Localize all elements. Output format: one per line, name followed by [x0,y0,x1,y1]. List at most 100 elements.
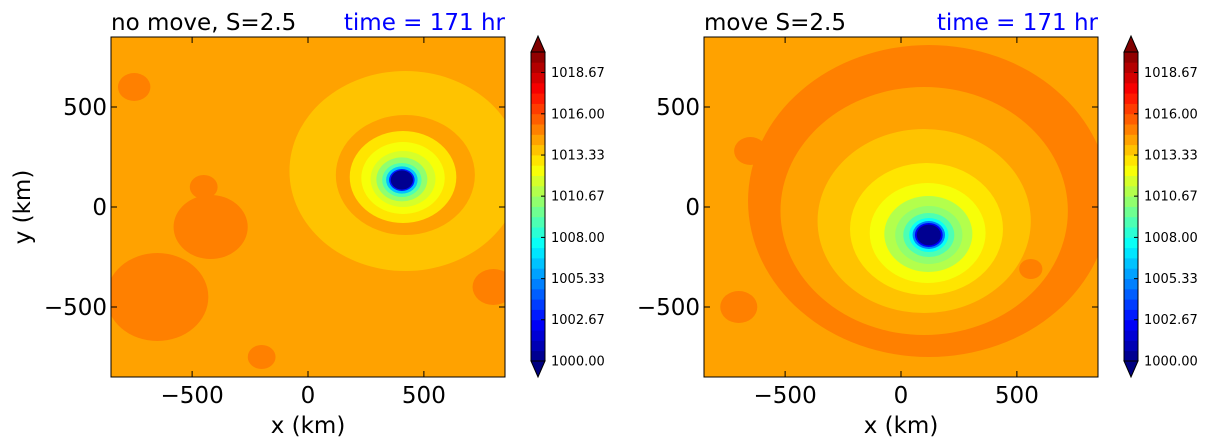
contour-blob [472,269,505,305]
colorbar-level [531,62,545,73]
colorbar-level [1124,288,1138,300]
colorbar-tick-label: 1018.67 [1144,66,1198,81]
colorbar-level [531,247,545,259]
x-tick-label: 500 [402,383,446,409]
x-tick-label: 0 [301,383,316,409]
colorbar-tick-label: 1002.67 [551,313,605,328]
colorbar-level [1124,330,1138,341]
colorbar-level [1124,103,1138,115]
colorbar-level [531,93,545,104]
colorbar-level [1124,340,1138,352]
colorbar-level [531,113,545,125]
contour-blob [720,291,758,323]
colorbar-level [1124,206,1138,218]
colorbar-tick-label: 1008.00 [1144,231,1198,246]
x-axis-label: x (km) [271,413,346,439]
contour-blob [734,137,767,165]
colorbar-frame [530,51,546,362]
colorbar-tick-label: 1010.67 [551,190,605,205]
x-tick-label: −500 [161,383,224,409]
colorbar-tick-label: 1000.00 [1144,355,1198,370]
x-axis-label: x (km) [864,413,939,439]
colorbar-level [531,155,545,166]
colorbar-level [1124,227,1138,238]
colorbar-level [531,165,545,176]
colorbar-level [531,288,545,300]
colorbar-level [1124,52,1138,63]
contour-blob [1019,259,1043,279]
contour-ring [916,224,941,246]
colorbar-tick-label: 1005.33 [551,272,605,287]
colorbar-tick-label: 1000.00 [551,355,605,370]
colorbar-level [1124,216,1138,228]
colorbar-extend-min [530,360,546,379]
colorbar-level [531,350,545,362]
colorbar-level [531,216,545,228]
panel-no-move: no move, S=2.5 time = 171 hr x (km) y (k… [10,10,506,439]
y-tick-label: −500 [637,295,700,321]
colorbar-level [531,185,545,197]
colorbar-level [1124,309,1138,321]
colorbar-level [1124,319,1138,331]
colorbar-level [1124,247,1138,259]
colorbar-level [531,278,545,290]
colorbar-level [531,237,545,249]
colorbar-level [531,52,545,63]
colorbar-level [531,103,545,115]
colorbar-level [1124,72,1138,84]
colorbar-level [1124,185,1138,197]
colorbar-level [531,72,545,84]
colorbar-left: 1000.00 1002.67 1005.33 1008.00 1010.67 1013.… [530,34,605,379]
contour-blob [117,73,151,101]
colorbar-level [531,144,545,156]
colorbar-level [1124,134,1138,146]
y-tick-label: 0 [92,195,107,221]
y-tick-label: 500 [63,95,107,121]
contour-field [704,37,1098,377]
contour-field [111,37,505,377]
colorbar-level [531,134,545,146]
colorbar-level [1124,144,1138,156]
colorbar-level [1124,268,1138,279]
colorbar-level [1124,237,1138,249]
x-tick-label: 500 [995,383,1039,409]
colorbar-level [531,268,545,279]
colorbar-level [1124,62,1138,73]
colorbar-level [1124,113,1138,125]
axis-ticks: −500 0 500 −500 0 500 [637,37,1098,409]
colorbar-extend-max [1123,34,1139,53]
colorbar-frame [1123,51,1139,362]
colorbar-level [1124,196,1138,207]
colorbar-level [1124,124,1138,135]
colorbar-tick-label: 1005.33 [1144,272,1198,287]
colorbar-tick-label: 1010.67 [1144,190,1198,205]
colorbar-level [531,227,545,238]
colorbar-tick-label: 1016.00 [1144,107,1198,122]
colorbar-level [531,175,545,187]
contour-blob [173,195,248,259]
y-tick-label: 0 [685,195,700,221]
colorbar-level [1124,165,1138,176]
colorbar-level [1124,299,1138,310]
colorbar-level [1124,155,1138,166]
colorbar-level [531,124,545,135]
colorbar-level [531,258,545,269]
colorbar-level [531,340,545,352]
colorbar-level [531,330,545,341]
colorbar-tick-label: 1013.33 [1144,149,1198,164]
y-tick-label: −500 [44,295,107,321]
colorbar-level [531,319,545,331]
colorbar-extend-min [1123,360,1139,379]
contour-blob [189,175,218,199]
colorbar-tick-label: 1016.00 [551,107,605,122]
y-axis-label: y (km) [10,170,36,245]
colorbar-level [531,206,545,218]
colorbar-right: 1000.00 1002.67 1005.33 1008.00 1010.67 1013.… [1123,34,1198,379]
colorbar-tick-label: 1013.33 [551,149,605,164]
colorbar-level [1124,93,1138,104]
colorbar-level [1124,350,1138,362]
colorbar-extend-max [530,34,546,53]
panel-move: move S=2.5 time = 171 hr x (km) −500 0 500… [637,10,1099,439]
colorbar-tick-label: 1018.67 [551,66,605,81]
